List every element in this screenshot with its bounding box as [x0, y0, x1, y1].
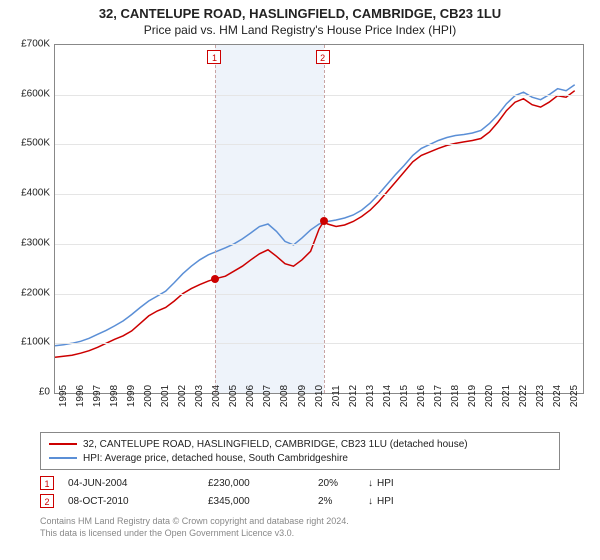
legend-label: HPI: Average price, detached house, Sout… — [83, 453, 348, 464]
x-tick-label: 2003 — [194, 385, 205, 407]
x-tick-label: 2019 — [467, 385, 478, 407]
attribution-text: Contains HM Land Registry data © Crown c… — [40, 516, 349, 539]
marker-badge: 1 — [40, 476, 54, 490]
attribution-line: This data is licensed under the Open Gov… — [40, 528, 349, 540]
txn-pct: 2% — [318, 496, 368, 507]
y-tick-label: £300K — [21, 237, 50, 248]
x-tick-label: 2024 — [552, 385, 563, 407]
x-tick-label: 2020 — [484, 385, 495, 407]
gridline — [55, 194, 583, 195]
x-tick-label: 2013 — [365, 385, 376, 407]
x-tick-label: 2025 — [569, 385, 580, 407]
marker-dot — [211, 275, 219, 283]
marker-badge: 2 — [316, 50, 330, 64]
legend-swatch — [49, 443, 77, 445]
x-tick-label: 2018 — [450, 385, 461, 407]
gridline — [55, 95, 583, 96]
x-tick-label: 1999 — [126, 385, 137, 407]
x-tick-label: 2004 — [211, 385, 222, 407]
transaction-table: 1 04-JUN-2004 £230,000 20% ↓ HPI 2 08-OC… — [40, 474, 560, 510]
table-row: 2 08-OCT-2010 £345,000 2% ↓ HPI — [40, 492, 560, 510]
x-tick-label: 2005 — [228, 385, 239, 407]
x-tick-label: 2002 — [177, 385, 188, 407]
x-tick-label: 1996 — [75, 385, 86, 407]
y-tick-label: £100K — [21, 337, 50, 348]
legend-label: 32, CANTELUPE ROAD, HASLINGFIELD, CAMBRI… — [83, 439, 468, 450]
table-row: 1 04-JUN-2004 £230,000 20% ↓ HPI — [40, 474, 560, 492]
txn-price: £345,000 — [208, 496, 318, 507]
txn-pct: 20% — [318, 478, 368, 489]
series-line-price_paid — [55, 91, 575, 358]
x-tick-label: 2008 — [279, 385, 290, 407]
event-dashline — [215, 45, 216, 393]
x-tick-label: 2016 — [416, 385, 427, 407]
txn-rel: HPI — [377, 478, 417, 489]
x-tick-label: 2000 — [143, 385, 154, 407]
marker-dot — [320, 217, 328, 225]
chart-container: 32, CANTELUPE ROAD, HASLINGFIELD, CAMBRI… — [0, 0, 600, 560]
x-tick-label: 2001 — [160, 385, 171, 407]
chart-title: 32, CANTELUPE ROAD, HASLINGFIELD, CAMBRI… — [0, 0, 600, 21]
x-tick-label: 1997 — [92, 385, 103, 407]
legend-item: HPI: Average price, detached house, Sout… — [49, 451, 551, 465]
x-tick-label: 1998 — [109, 385, 120, 407]
x-tick-label: 2007 — [262, 385, 273, 407]
y-tick-label: £0 — [39, 387, 50, 398]
x-tick-label: 2014 — [382, 385, 393, 407]
txn-price: £230,000 — [208, 478, 318, 489]
y-tick-label: £700K — [21, 39, 50, 50]
chart-subtitle: Price paid vs. HM Land Registry's House … — [0, 21, 600, 41]
txn-date: 04-JUN-2004 — [68, 478, 208, 489]
txn-rel: HPI — [377, 496, 417, 507]
x-tick-label: 2015 — [399, 385, 410, 407]
plot-area — [54, 44, 584, 394]
gridline — [55, 343, 583, 344]
x-tick-label: 2017 — [433, 385, 444, 407]
y-tick-label: £600K — [21, 88, 50, 99]
legend-box: 32, CANTELUPE ROAD, HASLINGFIELD, CAMBRI… — [40, 432, 560, 470]
arrow-down-icon: ↓ — [368, 496, 373, 507]
x-tick-label: 2012 — [348, 385, 359, 407]
attribution-line: Contains HM Land Registry data © Crown c… — [40, 516, 349, 528]
x-tick-label: 2011 — [331, 385, 342, 407]
x-tick-label: 1995 — [58, 385, 69, 407]
x-tick-label: 2023 — [535, 385, 546, 407]
gridline — [55, 294, 583, 295]
x-tick-label: 2021 — [501, 385, 512, 407]
x-tick-label: 2006 — [245, 385, 256, 407]
y-tick-label: £500K — [21, 138, 50, 149]
y-tick-label: £200K — [21, 287, 50, 298]
marker-badge: 2 — [40, 494, 54, 508]
legend-swatch — [49, 457, 77, 459]
txn-date: 08-OCT-2010 — [68, 496, 208, 507]
gridline — [55, 144, 583, 145]
marker-badge: 1 — [207, 50, 221, 64]
x-tick-label: 2010 — [314, 385, 325, 407]
arrow-down-icon: ↓ — [368, 478, 373, 489]
x-tick-label: 2022 — [518, 385, 529, 407]
legend-item: 32, CANTELUPE ROAD, HASLINGFIELD, CAMBRI… — [49, 437, 551, 451]
y-tick-label: £400K — [21, 188, 50, 199]
gridline — [55, 244, 583, 245]
x-tick-label: 2009 — [297, 385, 308, 407]
